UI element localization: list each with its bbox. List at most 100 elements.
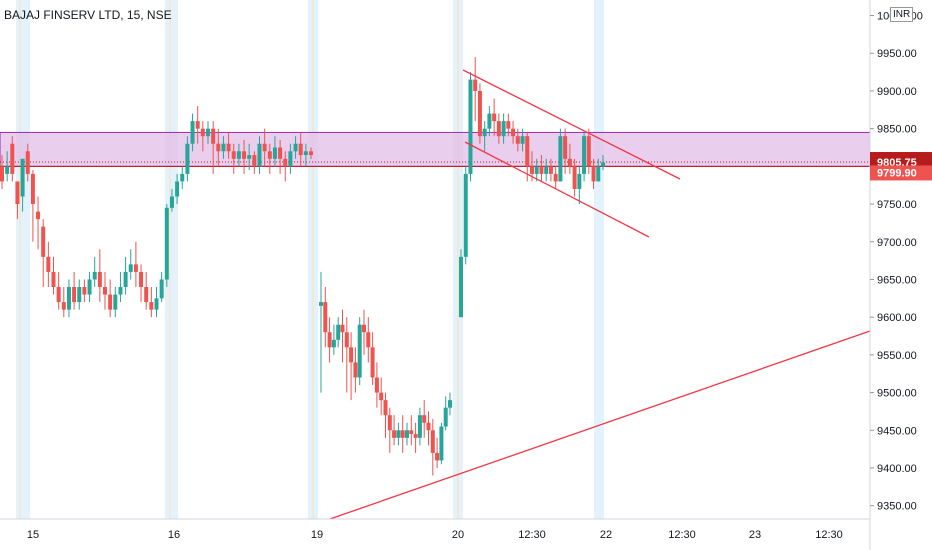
candle-body: [582, 136, 587, 174]
candle-body: [473, 79, 478, 91]
candle-body: [374, 377, 379, 393]
resistance-zone: [0, 131, 871, 167]
chart-title: BAJAJ FINSERV LTD, 15, NSE: [4, 8, 172, 22]
time-tick-label: 19: [311, 529, 323, 541]
candle-body: [482, 128, 487, 137]
candle-body: [443, 407, 448, 427]
candle-body: [41, 226, 46, 257]
candle-body: [468, 79, 473, 174]
price-tick-label: 9650.00: [877, 274, 917, 286]
time-tick-label: 15: [27, 529, 39, 541]
candle-body: [515, 136, 520, 144]
bid-price-label: 9799.90: [877, 167, 917, 179]
candle-body: [430, 430, 435, 453]
candle-body: [357, 324, 362, 378]
candle-body: [267, 151, 272, 159]
candle-body: [319, 302, 323, 306]
candle-body: [46, 256, 51, 272]
candle-body: [30, 173, 35, 205]
time-tick-label: 22: [600, 529, 612, 541]
candle-body: [413, 434, 418, 438]
candle-body: [169, 196, 174, 208]
candle-body: [426, 422, 431, 431]
candle-body: [463, 173, 468, 257]
candle-body: [113, 294, 118, 310]
candle-body: [487, 113, 492, 129]
candle-body: [417, 415, 422, 438]
candle-body: [349, 347, 354, 363]
candle-body: [563, 136, 568, 159]
candle-body: [366, 332, 371, 348]
candle-body: [154, 298, 159, 310]
candle-body: [596, 166, 601, 182]
candle-body: [422, 415, 427, 423]
candle-body: [293, 143, 298, 152]
candle-body: [340, 324, 345, 333]
candle-body: [435, 452, 440, 461]
candle-body: [221, 143, 226, 152]
candle-body: [139, 271, 144, 288]
candle-body: [164, 207, 169, 280]
candle-body: [591, 166, 596, 182]
candle-body: [118, 287, 123, 295]
candle-body: [303, 151, 308, 156]
candle-body: [323, 302, 328, 333]
candle-body: [72, 287, 77, 303]
time-tick-label: 12:30: [668, 529, 696, 541]
candle-body: [211, 128, 216, 144]
candle-body: [231, 151, 236, 159]
candle-body: [200, 128, 205, 137]
price-tick-label: 9400.00: [877, 463, 917, 475]
candle-body: [439, 426, 444, 461]
candle-body: [511, 128, 516, 137]
candle-body: [242, 151, 247, 159]
candle-body: [459, 256, 463, 318]
candle-body: [539, 166, 544, 174]
candle-body: [400, 430, 405, 438]
candle-body: [586, 136, 591, 167]
candle-body: [77, 287, 82, 303]
candle-body: [327, 332, 332, 348]
candle-body: [405, 430, 409, 438]
candle-body: [331, 339, 336, 348]
candle-body: [149, 302, 154, 310]
candle-body: [278, 147, 283, 159]
session-band: [165, 0, 178, 519]
candle-body: [262, 143, 267, 152]
price-tick-label: 9900.00: [877, 86, 917, 98]
candle-body: [195, 121, 200, 129]
candle-body: [309, 151, 313, 156]
trendline: [462, 69, 681, 180]
candle-body: [5, 166, 10, 174]
candle-body: [103, 287, 107, 295]
candle-body: [525, 136, 530, 167]
candle-body: [506, 121, 511, 129]
time-tick-label: 12:30: [815, 529, 843, 541]
candle-body: [61, 302, 66, 310]
currency-badge[interactable]: INR: [890, 7, 914, 22]
candle-body: [226, 143, 231, 152]
candle-body: [92, 271, 97, 280]
candle-body: [82, 287, 87, 295]
candle-body: [534, 166, 539, 174]
candle-body: [15, 181, 20, 205]
candle-body: [336, 324, 341, 340]
candle-body: [247, 155, 252, 159]
candle-body: [530, 166, 534, 174]
candle-body: [379, 392, 384, 401]
price-tick-label: 9550.00: [877, 350, 917, 362]
candle-body: [36, 211, 41, 220]
candle-body: [272, 147, 277, 159]
candle-body: [496, 121, 501, 137]
candle-body: [180, 173, 185, 182]
candle-body: [601, 162, 605, 167]
candle-body: [288, 151, 293, 167]
price-tick-label: 9750.00: [877, 199, 917, 211]
time-tick-label: 12:30: [518, 529, 546, 541]
session-band: [594, 0, 604, 519]
candle-body: [144, 287, 149, 303]
candle-body: [501, 121, 506, 137]
candle-body: [87, 279, 92, 295]
candle-body: [392, 430, 397, 438]
